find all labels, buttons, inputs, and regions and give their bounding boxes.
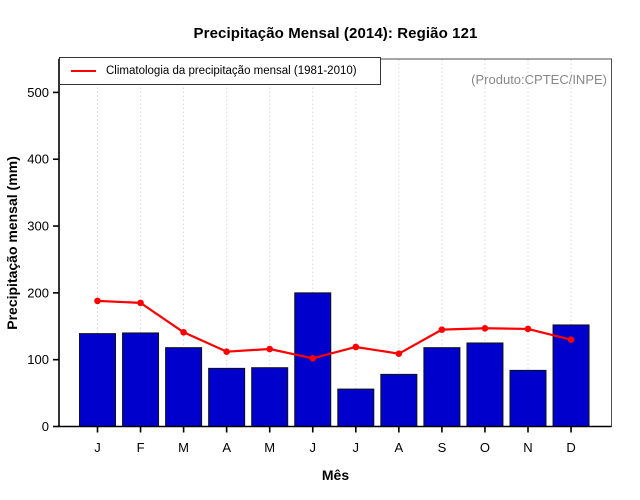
climatology-point-2 <box>137 299 144 307</box>
climatology-point-9 <box>438 326 446 333</box>
plot-area: 0 100 200 300 400 500 J F M A M J J A S O N D <box>27 58 612 455</box>
climatology-point-12 <box>567 336 575 343</box>
y-tick-label: 300 <box>27 219 49 234</box>
y-axis-title: Precipitação mensal (mm) <box>4 156 20 330</box>
x-tick-label: O <box>480 440 490 455</box>
x-tick-label: N <box>523 440 532 455</box>
bar-month-3 <box>165 347 203 427</box>
bar-month-5 <box>251 367 289 428</box>
bar-month-4 <box>208 367 246 428</box>
x-tick-label: A <box>222 440 231 455</box>
bar-month-2 <box>122 332 160 428</box>
climatology-point-6 <box>309 355 317 362</box>
x-tick-label: M <box>264 440 275 455</box>
x-tick-label: J <box>310 440 317 455</box>
y-tick-label: 200 <box>27 285 49 300</box>
x-tick-label: J <box>94 440 101 455</box>
source-annotation: (Produto:CPTEC/INPE) <box>471 72 607 87</box>
x-tick-label: D <box>566 440 575 455</box>
chart-title: Precipitação Mensal (2014): Região 121 <box>193 25 478 42</box>
x-axis-title: Mês <box>321 467 350 483</box>
climatology-point-11 <box>524 325 532 333</box>
bar-month-9 <box>423 347 461 427</box>
bar-month-1 <box>79 333 116 428</box>
x-tick-label: S <box>438 440 447 455</box>
climatology-point-3 <box>180 328 187 336</box>
climatology-point-10 <box>481 324 489 332</box>
y-tick-label: 500 <box>27 85 49 100</box>
climatology-point-4 <box>223 348 230 355</box>
bar-month-8 <box>380 373 418 427</box>
y-tick-label: 400 <box>27 152 49 167</box>
bar-month-11 <box>509 369 547 428</box>
bar-month-7 <box>337 388 375 427</box>
y-tick-label: 0 <box>42 419 49 434</box>
y-tick-label: 100 <box>27 352 49 367</box>
x-tick-label: J <box>353 440 360 455</box>
legend: Climatologia da precipitação mensal (198… <box>59 57 381 85</box>
x-tick-label: F <box>137 440 145 455</box>
legend-label: Climatologia da precipitação mensal (198… <box>106 65 357 77</box>
climatology-point-1 <box>94 297 101 305</box>
climatology-point-7 <box>352 343 360 351</box>
climatology-point-5 <box>266 345 274 353</box>
legend-line-sample <box>71 69 96 73</box>
climatology-line <box>97 299 572 360</box>
x-tick-label: A <box>395 440 404 455</box>
bar-month-10 <box>466 342 504 427</box>
climatology-point-8 <box>395 350 403 357</box>
x-tick-label: M <box>178 440 189 455</box>
